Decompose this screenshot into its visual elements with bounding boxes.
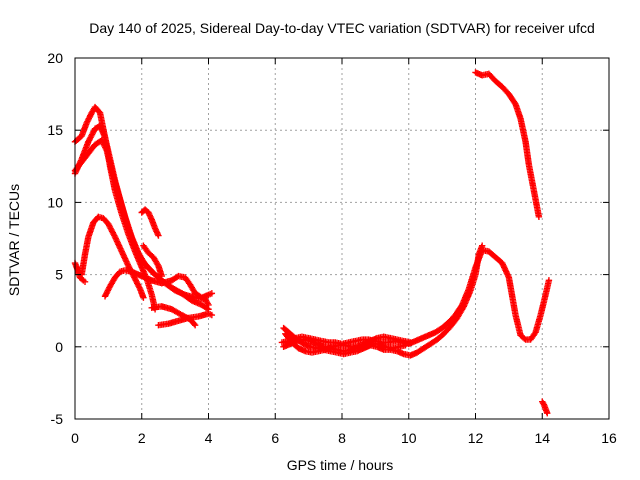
series-track-f	[101, 267, 216, 301]
series-track-e	[73, 264, 89, 286]
series-track-h	[140, 242, 165, 280]
series-track-j	[148, 303, 199, 329]
x-tick-label: 6	[271, 430, 279, 446]
x-tick-label: 12	[468, 430, 484, 446]
x-tick-label: 8	[338, 430, 346, 446]
series-track-c	[71, 137, 212, 309]
x-tick-label: 16	[601, 430, 617, 446]
x-tick-label: 0	[71, 430, 79, 446]
y-tick-label: 20	[47, 50, 63, 66]
grid-layer	[75, 58, 609, 419]
series-track-g	[138, 206, 162, 239]
y-tick-label: 15	[47, 122, 63, 138]
y-tick-label: -5	[51, 411, 64, 427]
chart-title: Day 140 of 2025, Sidereal Day-to-day VTE…	[89, 20, 595, 36]
y-axis-label: SDTVAR / TECUs	[6, 184, 22, 296]
x-tick-label: 2	[138, 430, 146, 446]
series-track-p	[539, 398, 551, 417]
x-tick-label: 14	[534, 430, 550, 446]
y-tick-label: 0	[55, 339, 63, 355]
x-tick-label: 10	[401, 430, 417, 446]
series-track-n	[280, 333, 414, 355]
x-tick-label: 4	[205, 430, 213, 446]
series-track-o	[472, 69, 543, 221]
x-axis-label: GPS time / hours	[287, 457, 394, 473]
marks-layer	[71, 69, 553, 417]
series-track-k	[278, 246, 553, 348]
axis-layer: 0 2 4 6 8 10 12 14 16 -5 0 5 10 15 20	[47, 50, 617, 446]
y-tick-label: 5	[55, 267, 63, 283]
y-tick-label: 10	[47, 194, 63, 210]
